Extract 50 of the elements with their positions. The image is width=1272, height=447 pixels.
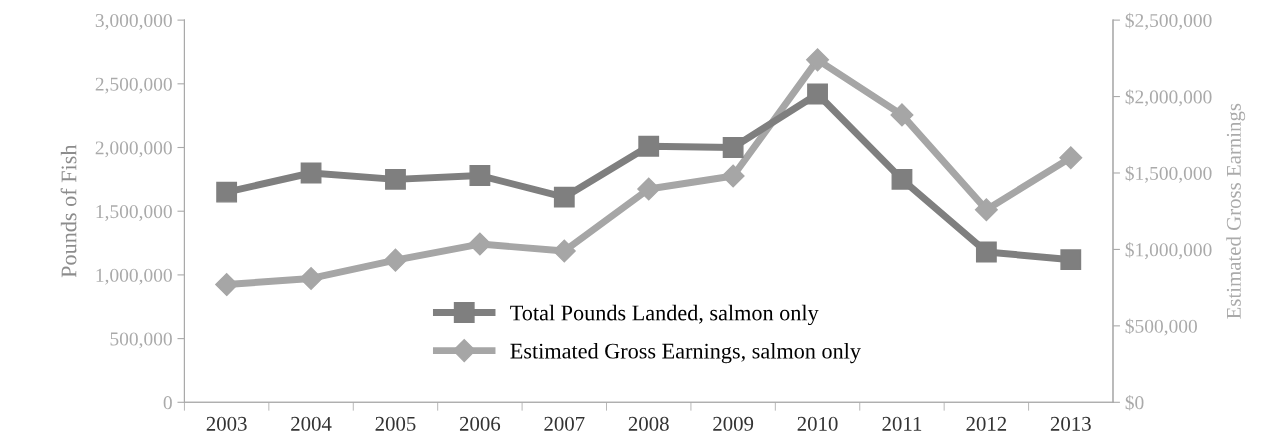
legend-label: Total Pounds Landed, salmon only <box>510 304 819 326</box>
legend-label: Estimated Gross Earnings, salmon only <box>510 342 861 364</box>
point <box>215 273 239 297</box>
point <box>1060 249 1082 271</box>
x-tick-label: 2006 <box>459 416 501 431</box>
point <box>552 239 576 263</box>
point <box>638 135 660 157</box>
x-tick-label: 2013 <box>1050 416 1091 431</box>
y-tick-label: 3,000,000 <box>95 13 172 30</box>
y2-tick-label: $1,000,000 <box>1125 242 1212 260</box>
y2-axis-title: Estimated Gross Earnings <box>1226 103 1246 319</box>
y-tick-label: 2,500,000 <box>95 77 172 94</box>
point <box>468 232 492 256</box>
point <box>975 241 997 263</box>
y-tick-label: 500,000 <box>110 332 172 349</box>
x-tick-label: 2004 <box>291 416 332 431</box>
y2-tick-label: $0 <box>1125 394 1144 411</box>
x-tick-label: 2007 <box>544 416 585 431</box>
point <box>806 48 830 72</box>
y2-tick-label: $2,500,000 <box>1125 12 1212 30</box>
point <box>721 164 745 188</box>
x-tick-label: 2012 <box>966 416 1007 431</box>
point <box>469 165 491 186</box>
x-tick-label: 2005 <box>375 416 416 431</box>
point <box>383 248 407 272</box>
point <box>553 186 575 208</box>
x-tick-label: 2009 <box>713 416 754 431</box>
y2-tick-label: $500,000 <box>1125 318 1197 336</box>
y2-tick-label: $1,500,000 <box>1125 165 1212 183</box>
y-tick-label: 2,000,000 <box>95 141 172 158</box>
y-tick-label: 1,500,000 <box>96 205 172 221</box>
point <box>385 168 406 190</box>
point <box>974 198 998 222</box>
point <box>216 181 238 203</box>
x-tick-label: 2011 <box>882 416 922 431</box>
point <box>1059 146 1083 170</box>
point <box>891 168 913 190</box>
y2-tick-label: $2,000,000 <box>1125 89 1212 107</box>
x-tick-label: 2010 <box>797 416 838 431</box>
point <box>807 83 828 105</box>
point <box>722 137 744 158</box>
x-tick-label: 2008 <box>628 416 669 431</box>
point <box>299 266 323 290</box>
y-axis-title: Pounds of Fish <box>60 144 77 278</box>
y-tick-label: 1,000,000 <box>96 268 172 285</box>
point <box>637 177 661 201</box>
point <box>890 103 914 127</box>
x-tick-label: 2003 <box>206 416 247 431</box>
point <box>300 162 322 184</box>
y-tick-label: 0 <box>163 396 172 410</box>
